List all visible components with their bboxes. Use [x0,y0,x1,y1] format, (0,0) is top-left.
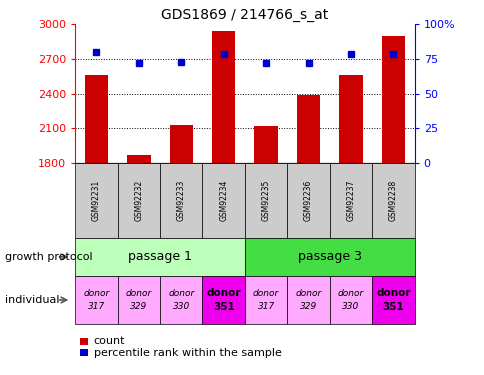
Text: GSM92232: GSM92232 [134,180,143,221]
Text: GSM92234: GSM92234 [219,180,228,221]
Bar [296,95,319,163]
Text: donor
317: donor 317 [253,289,279,311]
Title: GDS1869 / 214766_s_at: GDS1869 / 214766_s_at [161,8,328,22]
Text: count: count [93,336,125,346]
Bar [339,75,362,163]
Text: growth protocol: growth protocol [5,252,92,262]
Text: GSM92231: GSM92231 [91,180,101,221]
Text: donor
329: donor 329 [295,289,321,311]
Bar [212,32,235,163]
Text: donor
329: donor 329 [125,289,151,311]
Text: GSM92235: GSM92235 [261,180,270,221]
Text: donor
330: donor 330 [168,289,194,311]
Bar [381,36,404,163]
Text: GSM92237: GSM92237 [346,180,355,221]
Bar [169,125,193,163]
Text: donor
317: donor 317 [83,289,109,311]
Text: GSM92236: GSM92236 [303,180,313,221]
Text: percentile rank within the sample: percentile rank within the sample [93,348,281,357]
Text: GSM92238: GSM92238 [388,180,397,221]
Bar [85,75,108,163]
Text: individual: individual [5,295,59,305]
Bar [254,126,277,163]
Text: passage 3: passage 3 [297,251,361,263]
Text: GSM92233: GSM92233 [176,180,185,221]
Text: donor
330: donor 330 [337,289,363,311]
Bar [127,155,150,163]
Text: donor
351: donor 351 [206,288,241,312]
Text: passage 1: passage 1 [128,251,192,263]
Text: donor
351: donor 351 [376,288,410,312]
